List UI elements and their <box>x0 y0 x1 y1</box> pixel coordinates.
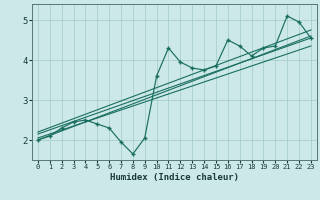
X-axis label: Humidex (Indice chaleur): Humidex (Indice chaleur) <box>110 173 239 182</box>
